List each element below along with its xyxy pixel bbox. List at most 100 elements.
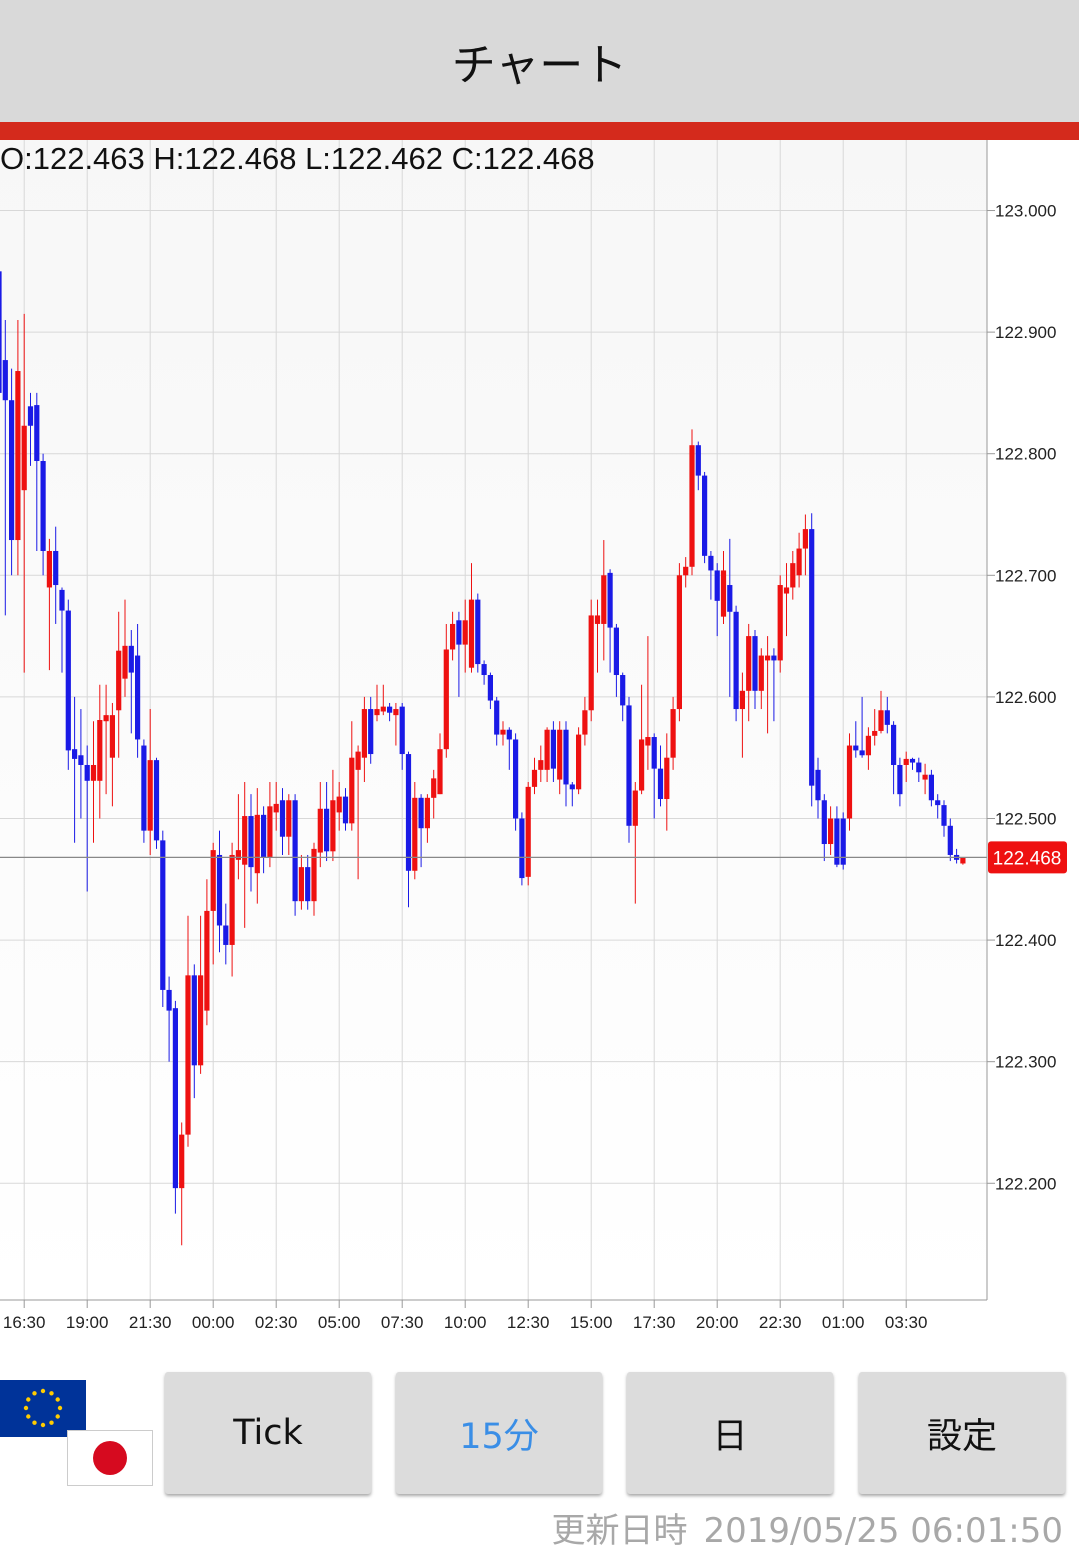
candle-body [941, 805, 947, 826]
candle-body [160, 840, 166, 990]
candle-body [216, 854, 223, 926]
candle-body [664, 757, 670, 800]
x-tick-label: 02:30 [255, 1313, 298, 1332]
x-tick-label: 19:00 [66, 1313, 109, 1332]
day-button[interactable]: 日 [627, 1372, 833, 1494]
candle-body [708, 555, 714, 571]
candle-body [235, 850, 241, 860]
candle-body [374, 709, 380, 716]
candle-body [739, 690, 745, 710]
x-tick-label: 07:30 [381, 1313, 424, 1332]
candle-body [796, 548, 802, 576]
candle-body [714, 570, 720, 601]
candle-body [15, 371, 21, 541]
candle-body [468, 599, 475, 668]
candle-body [487, 675, 493, 701]
candle-body [632, 790, 638, 826]
candle-body [601, 575, 607, 624]
candle-body [191, 975, 197, 1066]
candle-body [947, 825, 953, 855]
x-tick-label: 01:00 [822, 1313, 865, 1332]
candle-body [330, 800, 336, 852]
candle-body [84, 764, 90, 781]
candle-body [122, 645, 128, 679]
candle-body [292, 800, 298, 902]
updated-label: 更新日時 [551, 1511, 688, 1551]
candle-body [355, 751, 361, 770]
candle-body [65, 610, 71, 751]
candle-body [387, 706, 393, 713]
candle-body [607, 572, 613, 628]
candle-body [179, 1134, 185, 1189]
x-tick-label: 10:00 [444, 1313, 487, 1332]
y-tick-label: 123.000 [995, 202, 1056, 221]
candle-body [317, 808, 323, 853]
candle-body [27, 406, 34, 426]
y-tick-label: 122.200 [995, 1174, 1056, 1193]
candle-body [576, 734, 582, 790]
candle-body [683, 566, 689, 576]
candle-body [903, 758, 909, 765]
candle-body [166, 989, 172, 1011]
candle-body [702, 475, 708, 556]
candle-body [588, 615, 594, 711]
x-tick-label: 21:30 [129, 1313, 172, 1332]
candle-body [639, 739, 645, 791]
candle-body [878, 710, 884, 731]
y-tick-label: 122.800 [995, 445, 1056, 464]
candle-body [746, 636, 752, 691]
candle-body [790, 563, 796, 588]
tick-button[interactable]: Tick [165, 1372, 371, 1494]
candle-body [928, 774, 934, 801]
candle-body [437, 749, 443, 795]
candle-body [513, 739, 519, 819]
settings-button[interactable]: 設定 [859, 1372, 1065, 1494]
candle-body [267, 806, 273, 858]
candle-body [254, 814, 260, 874]
candle-body [809, 529, 815, 786]
candle-body [59, 589, 65, 611]
candle-body [538, 760, 544, 770]
candle-body [494, 700, 500, 735]
candle-body [393, 709, 399, 716]
candle-body [298, 867, 304, 902]
y-tick-label: 122.500 [995, 809, 1056, 828]
candle-body [261, 814, 267, 858]
candle-body [626, 705, 632, 826]
candle-body [815, 769, 821, 801]
candle-body [475, 599, 481, 665]
candle-body [198, 975, 204, 1066]
candle-body [481, 664, 487, 676]
candle-body [399, 706, 405, 755]
ohlc-readout: O:122.463 H:122.468 L:122.462 C:122.468 [0, 141, 595, 176]
candle-body [443, 649, 449, 750]
candle-body [141, 745, 147, 831]
candle-body [311, 848, 317, 902]
candle-body [909, 758, 916, 763]
candle-body [670, 709, 676, 758]
x-tick-label: 22:30 [759, 1313, 802, 1332]
x-tick-label: 12:30 [507, 1313, 550, 1332]
y-tick-label: 122.700 [995, 566, 1056, 585]
candle-body [418, 797, 424, 829]
candle-body [242, 816, 248, 865]
candle-body [802, 529, 808, 549]
candle-body [897, 764, 903, 795]
candle-body [128, 645, 134, 673]
candle-body [72, 749, 78, 759]
candle-body [185, 975, 191, 1135]
eu-flag [0, 1380, 86, 1437]
candle-body [557, 729, 563, 780]
candle-body [720, 570, 727, 617]
interval-button[interactable]: 15分 [396, 1372, 602, 1494]
x-tick-label: 15:00 [570, 1313, 613, 1332]
jp-flag [67, 1430, 153, 1486]
candle-body [349, 757, 355, 824]
axis-labels: 122.200 122.300 122.400 122.500 122.600 122.7… [3, 202, 1067, 1332]
candle-body [676, 575, 682, 710]
x-tick-label: 16:30 [3, 1313, 46, 1332]
candle-body [695, 445, 701, 476]
candle-body [116, 650, 122, 711]
candle-body [828, 818, 834, 845]
